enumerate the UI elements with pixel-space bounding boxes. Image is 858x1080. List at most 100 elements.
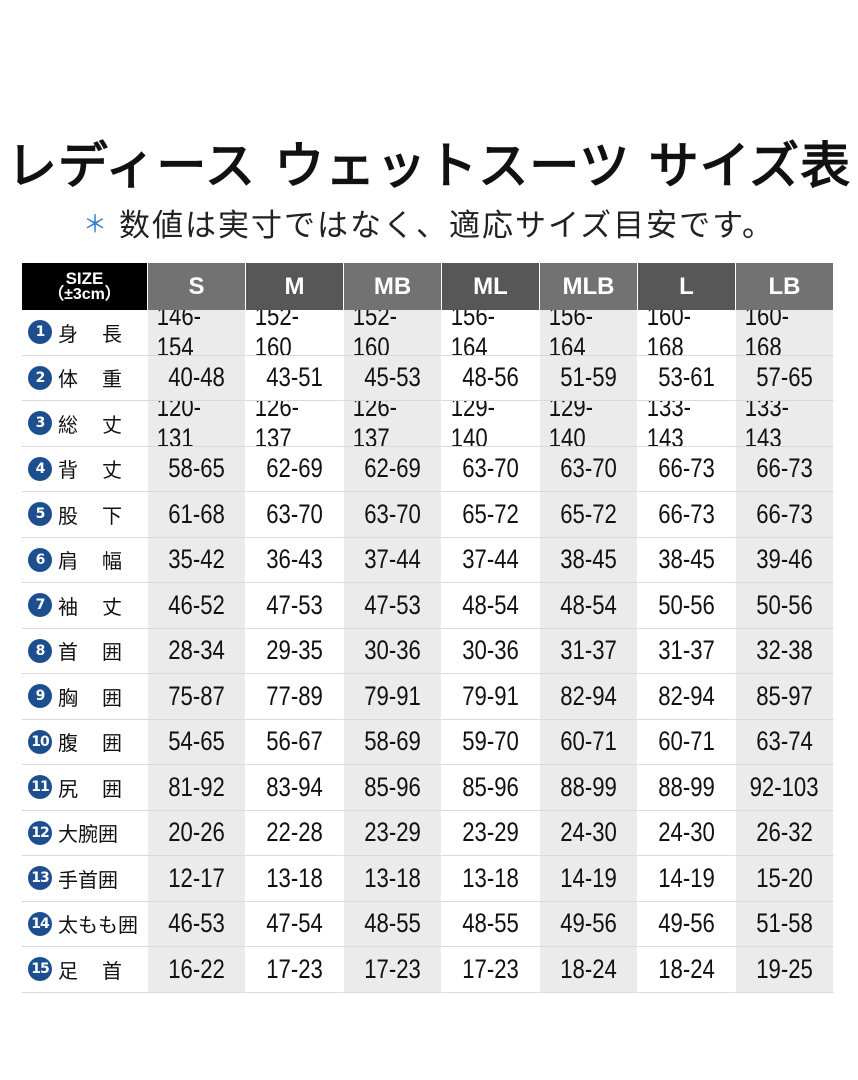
- size-value-cell: 51-58: [736, 901, 834, 947]
- size-value-cell: 15-20: [736, 856, 834, 902]
- corner-cell: SIZE （±3cm）: [22, 263, 148, 310]
- row-label: 足首: [58, 958, 146, 983]
- size-value: 85-97: [756, 680, 813, 711]
- row-label: 太もも囲: [58, 913, 138, 938]
- note: ＊ 数値は実寸ではなく、適応サイズ目安です。: [0, 200, 858, 245]
- row-label: 大腕囲: [58, 822, 118, 847]
- row-number: 3: [28, 411, 52, 436]
- size-value-cell: 56-67: [246, 719, 344, 765]
- row-label-cell: 4 背丈: [22, 446, 148, 492]
- size-value-cell: 156-164: [540, 310, 638, 356]
- size-value: 146-154: [156, 310, 202, 356]
- size-value-cell: 24-30: [638, 810, 736, 856]
- size-value-cell: 13-18: [246, 856, 344, 902]
- size-value-cell: 48-56: [442, 355, 540, 401]
- size-value-cell: 63-74: [736, 719, 834, 765]
- size-value-cell: 92-103: [736, 765, 834, 811]
- size-value: 48-55: [462, 908, 519, 939]
- size-value-cell: 13-18: [442, 856, 540, 902]
- row-label-cell: 12 大腕囲: [22, 810, 148, 856]
- size-value: 29-35: [266, 635, 323, 666]
- size-value-cell: 75-87: [148, 674, 246, 720]
- row-label-cell: 10 腹囲: [22, 719, 148, 765]
- size-value-cell: 47-54: [246, 901, 344, 947]
- size-value: 88-99: [658, 771, 715, 802]
- size-value-cell: 17-23: [442, 947, 540, 993]
- size-value-cell: 66-73: [638, 492, 736, 538]
- size-value: 14-19: [560, 862, 617, 893]
- size-value: 18-24: [658, 953, 715, 984]
- row-label-cell: 13 手首囲: [22, 856, 148, 902]
- row-number: 6: [28, 547, 52, 572]
- size-value-cell: 58-65: [148, 446, 246, 492]
- size-value-cell: 79-91: [442, 674, 540, 720]
- size-value: 63-74: [756, 726, 813, 757]
- size-value-cell: 46-53: [148, 901, 246, 947]
- size-value: 47-53: [364, 589, 421, 620]
- size-value: 20-26: [168, 817, 225, 848]
- size-value: 24-30: [658, 817, 715, 848]
- size-value: 48-56: [462, 362, 519, 393]
- size-value: 85-96: [364, 771, 421, 802]
- size-value: 48-54: [560, 589, 617, 620]
- size-value: 79-91: [462, 680, 519, 711]
- size-value-cell: 14-19: [540, 856, 638, 902]
- size-value: 31-37: [560, 635, 617, 666]
- size-value: 60-71: [658, 726, 715, 757]
- row-label-cell: 6 肩幅: [22, 537, 148, 583]
- size-header: MB: [344, 263, 442, 310]
- size-value-cell: 88-99: [638, 765, 736, 811]
- size-value-cell: 30-36: [344, 628, 442, 674]
- row-label-cell: 9 胸囲: [22, 674, 148, 720]
- size-value: 49-56: [560, 908, 617, 939]
- row-label-cell: 5 股下: [22, 492, 148, 538]
- size-value-cell: 59-70: [442, 719, 540, 765]
- size-value: 53-61: [658, 362, 715, 393]
- size-value: 16-22: [168, 953, 225, 984]
- size-value: 26-32: [756, 817, 813, 848]
- row-number: 12: [28, 820, 52, 845]
- size-value: 152-160: [254, 310, 300, 356]
- size-value-cell: 32-38: [736, 628, 834, 674]
- size-value-cell: 48-55: [442, 901, 540, 947]
- row-number: 9: [28, 684, 52, 709]
- size-value-cell: 48-55: [344, 901, 442, 947]
- size-value-cell: 81-92: [148, 765, 246, 811]
- size-value: 40-48: [168, 362, 225, 393]
- size-value-cell: 50-56: [638, 583, 736, 629]
- row-label: 体重: [58, 367, 146, 392]
- size-value: 60-71: [560, 726, 617, 757]
- size-value: 45-53: [364, 362, 421, 393]
- size-value: 88-99: [560, 771, 617, 802]
- size-value: 12-17: [168, 862, 225, 893]
- size-value: 35-42: [168, 544, 225, 575]
- size-value: 13-18: [462, 862, 519, 893]
- size-value-cell: 20-26: [148, 810, 246, 856]
- size-header: LB: [736, 263, 834, 310]
- size-value-cell: 63-70: [540, 446, 638, 492]
- size-value-cell: 46-52: [148, 583, 246, 629]
- size-value-cell: 31-37: [638, 628, 736, 674]
- row-label-cell: 3 総丈: [22, 401, 148, 447]
- row-label: 尻囲: [58, 776, 146, 801]
- size-value: 28-34: [168, 635, 225, 666]
- size-label: SIZE: [65, 269, 104, 288]
- size-value-cell: 129-140: [442, 401, 540, 447]
- size-value-cell: 156-164: [442, 310, 540, 356]
- size-value-cell: 58-69: [344, 719, 442, 765]
- row-label-cell: 7 袖丈: [22, 583, 148, 629]
- tolerance: （±3cm）: [48, 286, 121, 303]
- row-label: 腹囲: [58, 731, 146, 756]
- size-value-cell: 66-73: [638, 446, 736, 492]
- size-value-cell: 35-42: [148, 537, 246, 583]
- size-value: 17-23: [364, 953, 421, 984]
- size-value-cell: 48-54: [540, 583, 638, 629]
- size-value-cell: 85-97: [736, 674, 834, 720]
- size-value: 75-87: [168, 680, 225, 711]
- size-value: 82-94: [658, 680, 715, 711]
- row-number: 4: [28, 456, 52, 481]
- size-value: 47-53: [266, 589, 323, 620]
- size-value-cell: 160-168: [736, 310, 834, 356]
- row-label: 総丈: [58, 412, 146, 437]
